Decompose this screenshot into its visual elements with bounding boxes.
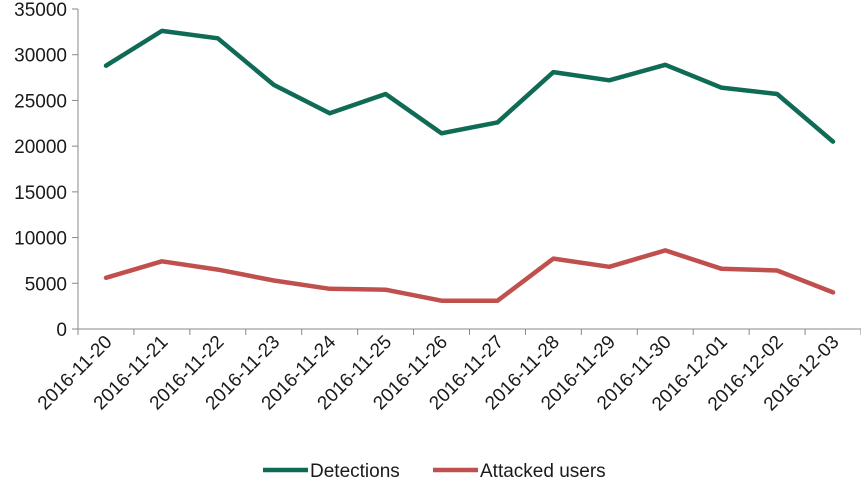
legend-label: Attacked users xyxy=(480,461,606,482)
y-tick-label: 0 xyxy=(56,320,67,341)
y-tick-label: 35000 xyxy=(14,0,67,21)
series-lines xyxy=(103,28,836,303)
x-ticks: 2016-11-202016-11-212016-11-222016-11-23… xyxy=(34,329,861,415)
y-tick-label: 10000 xyxy=(14,229,67,250)
y-tick-label: 15000 xyxy=(14,183,67,204)
y-tick-label: 20000 xyxy=(14,137,67,158)
legend: Detections Attacked users xyxy=(263,461,606,482)
y-ticks: 0 5000 10000 15000 20000 25000 30000 35000 xyxy=(14,0,78,341)
legend-label: Detections xyxy=(310,461,400,482)
series-line-attacked-users xyxy=(103,248,836,303)
y-tick-label: 30000 xyxy=(14,46,67,67)
axes xyxy=(77,9,861,330)
y-tick-label: 5000 xyxy=(25,274,67,295)
y-tick-label: 25000 xyxy=(14,91,67,112)
series-line-detections xyxy=(103,28,836,144)
